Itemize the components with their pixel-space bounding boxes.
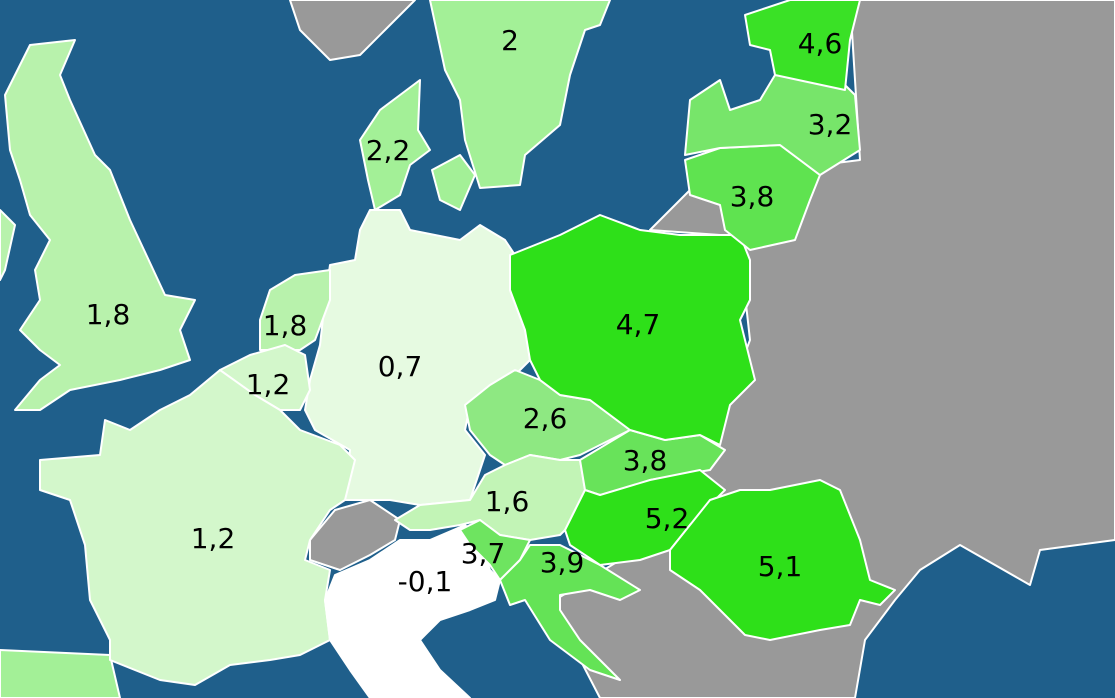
region-label: 1,8 xyxy=(263,309,308,342)
region-label: 3,9 xyxy=(540,546,585,579)
unlabeled-region xyxy=(0,209,16,281)
other-land xyxy=(289,0,416,61)
other-land xyxy=(309,499,401,571)
region-label: 4,7 xyxy=(616,308,661,341)
region-label: -0,1 xyxy=(398,565,453,598)
region-label: 1,8 xyxy=(86,298,131,331)
region xyxy=(431,154,476,211)
region-label: 3,8 xyxy=(623,444,668,477)
region xyxy=(359,79,431,211)
region-label: 4,6 xyxy=(798,27,843,60)
region xyxy=(464,369,631,466)
region-label: 5,1 xyxy=(758,550,803,583)
region xyxy=(39,369,356,686)
region-label: 3,8 xyxy=(730,180,775,213)
region-label: 2 xyxy=(501,24,519,57)
region-label: 2,2 xyxy=(366,134,411,167)
region-label: 2,6 xyxy=(523,402,568,435)
region-label: 3,2 xyxy=(808,108,853,141)
region xyxy=(429,0,611,189)
region-label: 1,2 xyxy=(191,522,236,555)
unlabeled-region xyxy=(0,649,121,698)
region xyxy=(499,544,641,681)
region xyxy=(324,524,501,698)
region xyxy=(4,39,196,411)
region-label: 1,2 xyxy=(246,368,291,401)
region xyxy=(259,269,331,351)
region-label: 0,7 xyxy=(378,350,423,383)
region-label: 3,7 xyxy=(461,537,506,570)
region xyxy=(509,214,756,446)
region xyxy=(744,0,861,91)
region xyxy=(669,479,896,641)
region-label: 1,6 xyxy=(485,485,530,518)
region-label: 5,2 xyxy=(645,502,690,535)
